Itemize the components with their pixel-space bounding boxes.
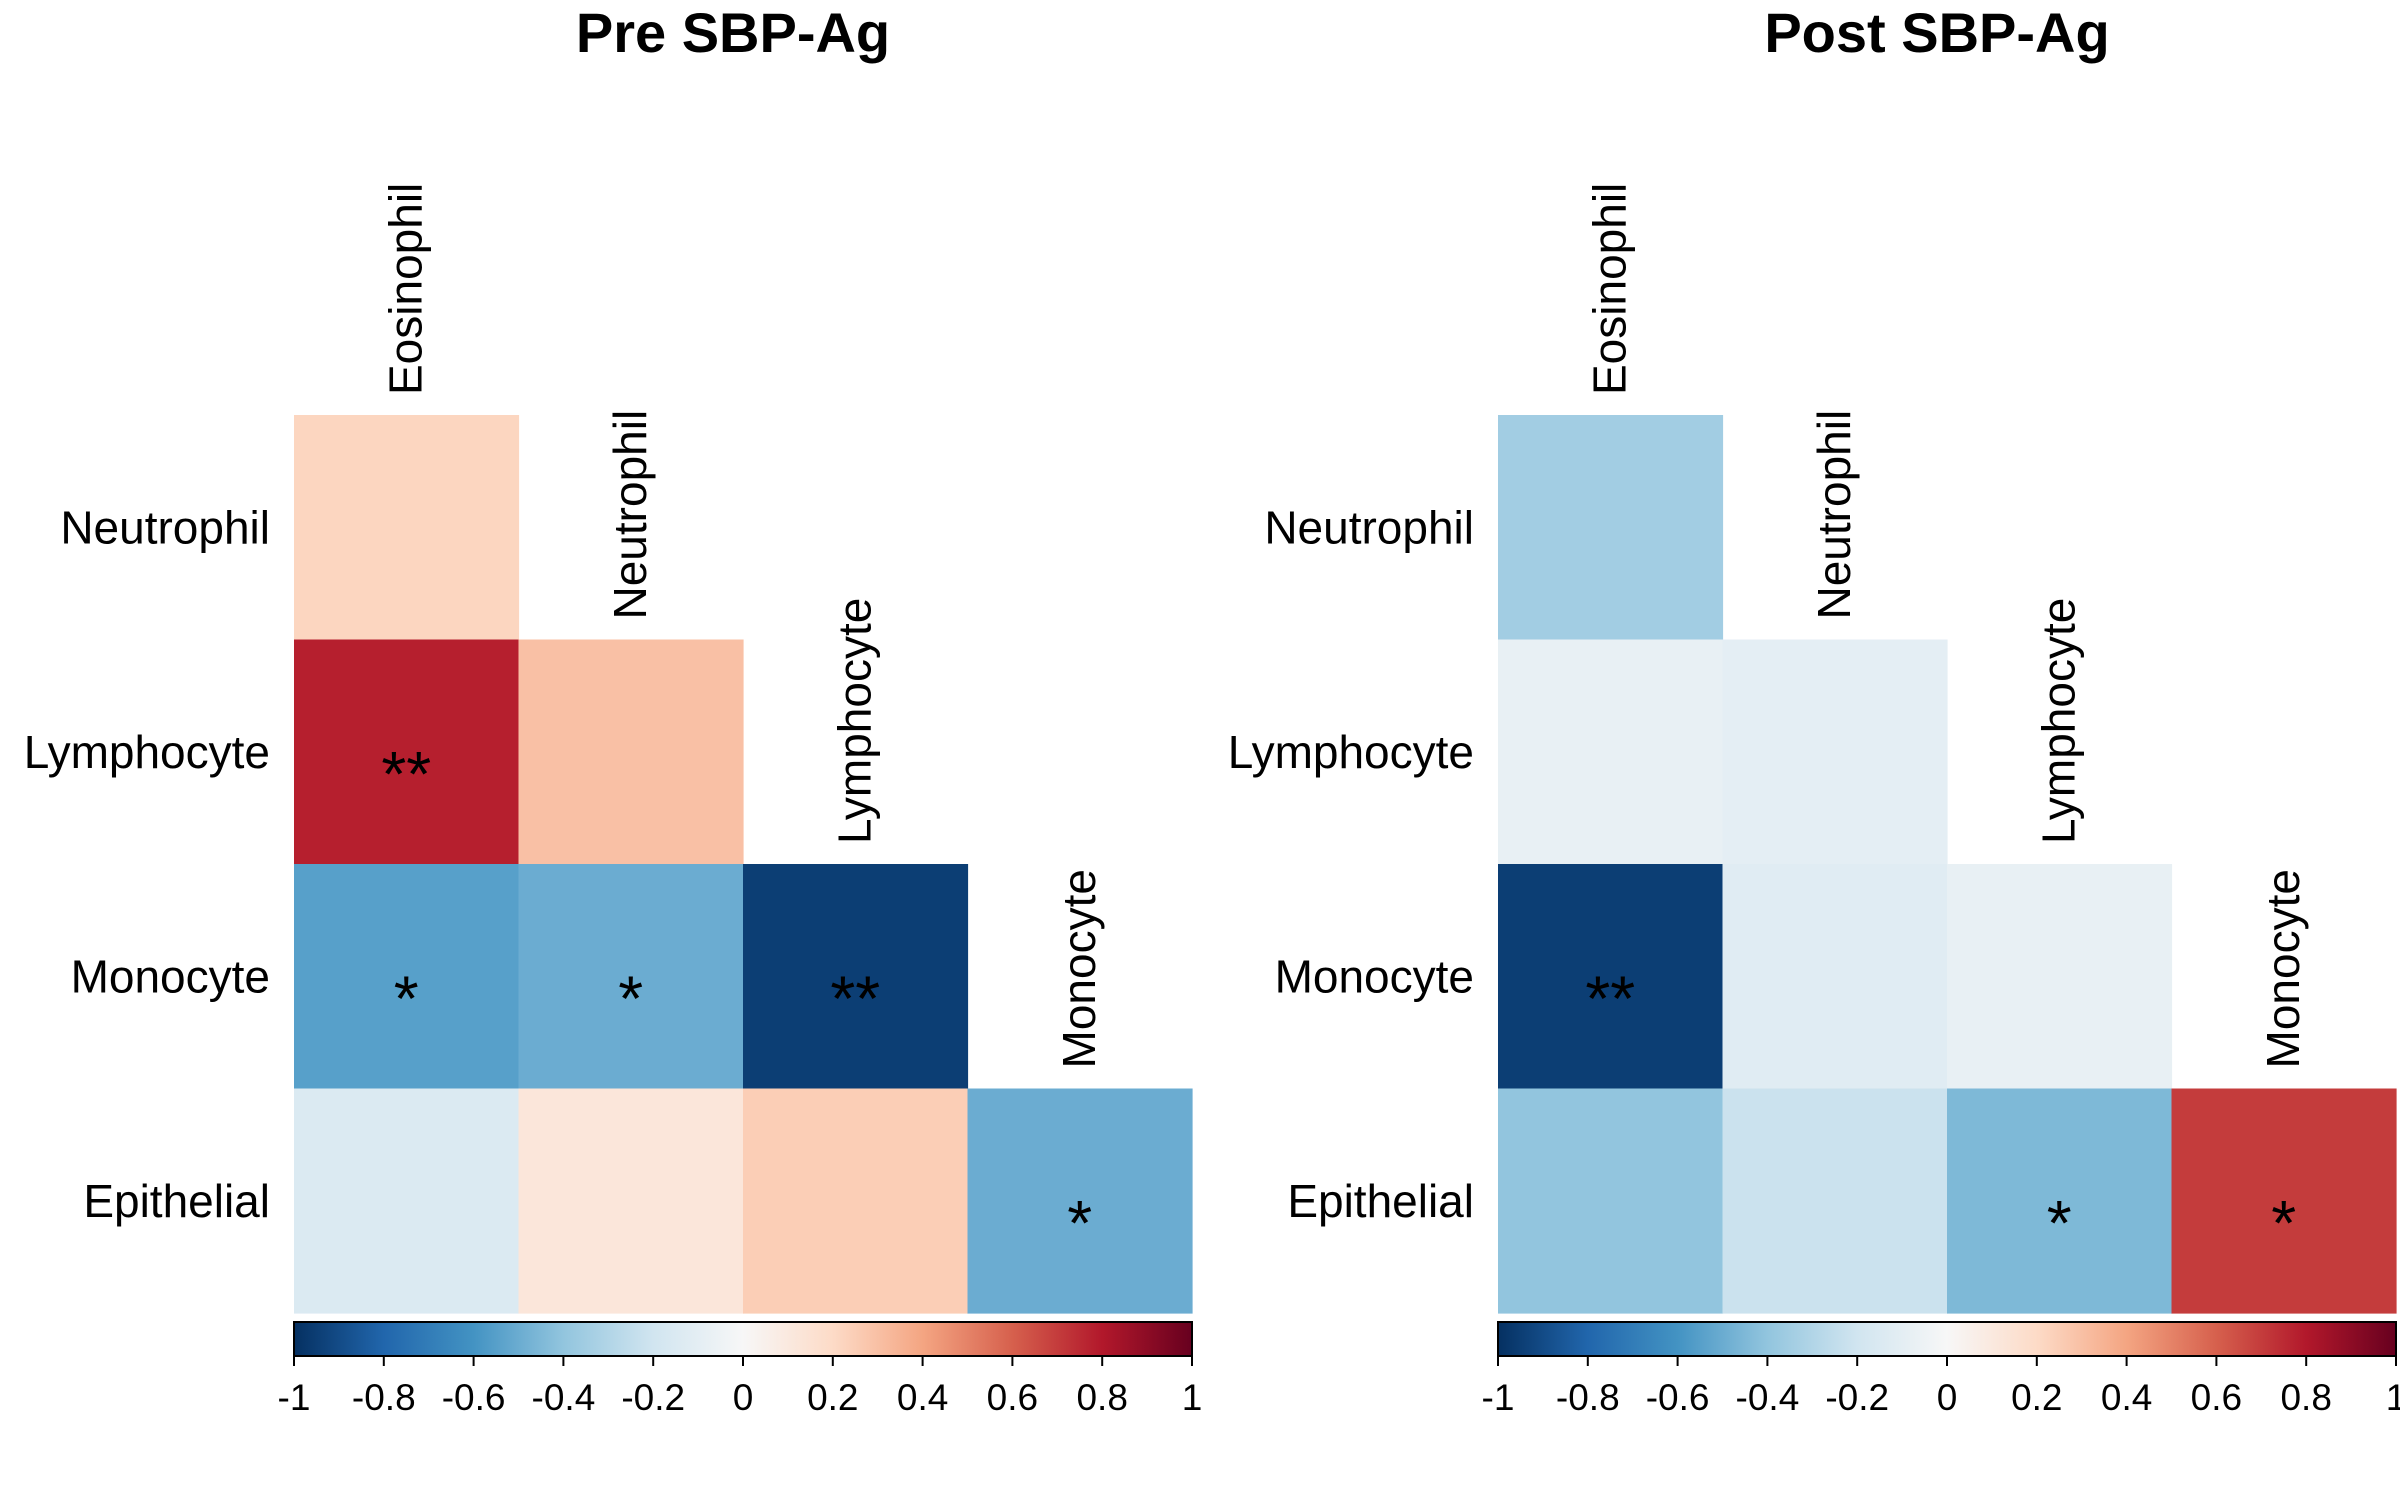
row-label: Monocyte — [1275, 950, 1474, 1002]
colorbar-tick-label: 1 — [1182, 1377, 1203, 1418]
colorbar-tick-label: -1 — [1482, 1377, 1515, 1418]
heatmap-cell — [294, 639, 520, 865]
column-label: Eosinophil — [379, 183, 431, 395]
significance-marker: * — [2047, 1187, 2072, 1259]
significance-marker: * — [2271, 1187, 2296, 1259]
column-label: Lymphocyte — [828, 598, 880, 844]
column-label: Monocyte — [2257, 869, 2309, 1068]
colorbar-tick-label: 0.6 — [987, 1377, 1038, 1418]
row-label: Neutrophil — [1264, 501, 1474, 553]
colorbar-tick-label: -0.2 — [1825, 1377, 1889, 1418]
heatmap-cell — [294, 1088, 520, 1314]
colorbar-tick-label: 0.6 — [2191, 1377, 2242, 1418]
colorbar-tick-label: -0.2 — [621, 1377, 685, 1418]
row-label: Lymphocyte — [24, 726, 270, 778]
colorbar-tick-label: 1 — [2386, 1377, 2400, 1418]
colorbar-tick-label: 0 — [1937, 1377, 1958, 1418]
colorbar-tick-label: 0.4 — [897, 1377, 948, 1418]
heatmap-panel-pre: Pre SBP-Ag Eosinophil Neutrophil Lymphocyte… — [24, 1, 1203, 1418]
colorbar-tick-label: 0.8 — [1076, 1377, 1127, 1418]
colorbar-tick-label: 0 — [733, 1377, 754, 1418]
heatmap-cell — [518, 1088, 744, 1314]
column-label: Neutrophil — [604, 410, 656, 620]
column-label: Eosinophil — [1583, 183, 1635, 395]
heatmap-cell — [1947, 864, 2173, 1090]
colorbar-tick-label: 0.2 — [2011, 1377, 2062, 1418]
heatmap-cell — [294, 864, 520, 1090]
heatmap-cell — [1722, 864, 1948, 1090]
panel-title: Post SBP-Ag — [1764, 1, 2109, 64]
heatmap-cell — [1947, 1088, 2173, 1314]
heatmap-cell — [967, 1088, 1193, 1314]
colorbar-tick-label: -0.8 — [352, 1377, 416, 1418]
row-label: Monocyte — [71, 950, 270, 1002]
heatmap-panel-post: Post SBP-Ag Eosinophil Neutrophil Lymphocyt… — [1228, 1, 2400, 1418]
heatmap-cell — [2171, 1088, 2397, 1314]
heatmap-cell — [1722, 639, 1948, 865]
row-label: Neutrophil — [60, 501, 270, 553]
heatmap-cell — [1498, 639, 1724, 865]
significance-marker: ** — [830, 962, 880, 1034]
colorbar-tick-label: -0.6 — [442, 1377, 506, 1418]
colorbar-tick-label: -0.8 — [1556, 1377, 1620, 1418]
column-label: Monocyte — [1053, 869, 1105, 1068]
heatmap-cell — [743, 864, 969, 1090]
row-label: Lymphocyte — [1228, 726, 1474, 778]
colorbar-tick-label: -0.4 — [1736, 1377, 1800, 1418]
significance-marker: * — [394, 962, 419, 1034]
panel-title: Pre SBP-Ag — [576, 1, 890, 64]
colorbar-tick-label: -0.4 — [532, 1377, 596, 1418]
colorbar-tick-label: -1 — [278, 1377, 311, 1418]
heatmap-cell — [1722, 1088, 1948, 1314]
column-label: Neutrophil — [1808, 410, 1860, 620]
colorbar-tick-label: 0.4 — [2101, 1377, 2152, 1418]
heatmap-cell — [518, 864, 744, 1090]
significance-marker: ** — [1585, 962, 1635, 1034]
heatmap-cell — [1498, 1088, 1724, 1314]
heatmap-cell — [518, 639, 744, 865]
row-label: Epithelial — [1287, 1175, 1474, 1227]
column-label: Lymphocyte — [2032, 598, 2084, 844]
colorbar — [1497, 1321, 2397, 1357]
colorbar — [293, 1321, 1193, 1357]
colorbar-tick-label: 0.2 — [807, 1377, 858, 1418]
colorbar-tick-label: -0.6 — [1646, 1377, 1710, 1418]
heatmap-cell — [743, 1088, 969, 1314]
significance-marker: ** — [381, 738, 431, 810]
heatmap-cell — [1498, 415, 1724, 641]
significance-marker: * — [1067, 1187, 1092, 1259]
colorbar-tick-label: 0.8 — [2280, 1377, 2331, 1418]
heatmap-cell — [1498, 864, 1724, 1090]
heatmap-cell — [294, 415, 520, 641]
row-label: Epithelial — [83, 1175, 270, 1227]
significance-marker: * — [618, 962, 643, 1034]
